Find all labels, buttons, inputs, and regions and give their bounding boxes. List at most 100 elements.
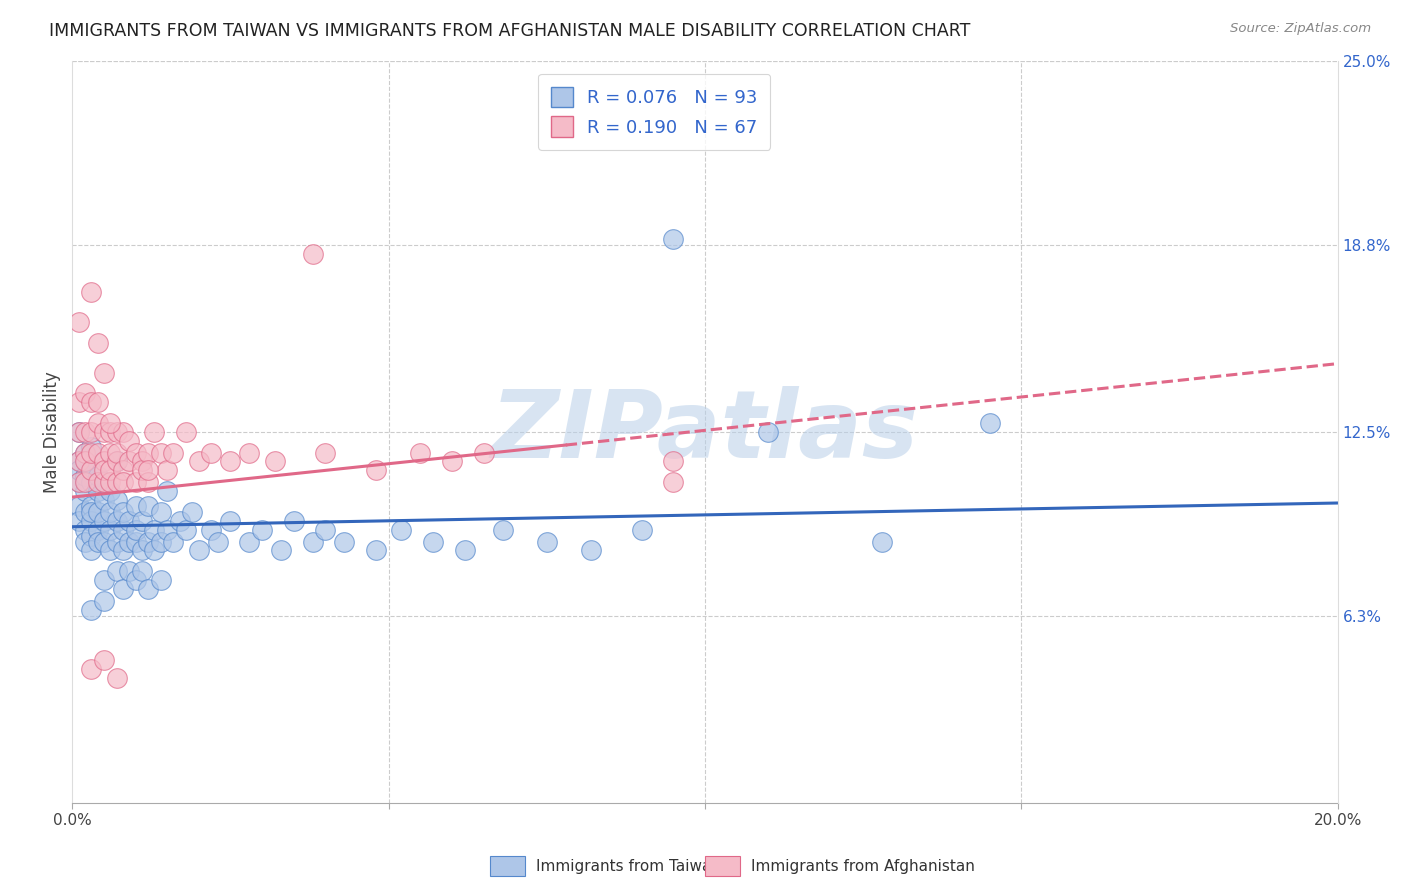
Point (156, 523, 179, 537)
Point (93, 475, 115, 490)
Point (73, 386, 96, 401)
Point (187, 454, 209, 468)
Text: IMMIGRANTS FROM TAIWAN VS IMMIGRANTS FROM AFGHANISTAN MALE DISABILITY CORRELATIO: IMMIGRANTS FROM TAIWAN VS IMMIGRANTS FRO… (49, 22, 970, 40)
Point (73, 534, 96, 549)
Point (67, 425, 90, 439)
Point (98, 543, 121, 558)
Point (73, 445, 96, 459)
Point (422, 534, 444, 549)
Point (111, 475, 134, 490)
Point (187, 543, 209, 558)
Point (67, 315, 90, 329)
Point (80, 662, 103, 676)
Point (67, 475, 90, 490)
Point (98, 463, 121, 477)
Point (238, 534, 260, 549)
Point (67, 395, 90, 409)
Point (93, 366, 115, 380)
Point (80, 285, 103, 300)
Point (136, 445, 159, 459)
Point (136, 499, 159, 513)
Point (491, 523, 513, 537)
Point (105, 425, 128, 439)
Point (73, 469, 96, 483)
Point (136, 534, 159, 549)
Point (136, 582, 159, 596)
Point (98, 475, 121, 490)
Point (263, 454, 285, 468)
Point (124, 523, 146, 537)
Point (105, 475, 128, 490)
Point (174, 523, 197, 537)
Point (73, 454, 96, 468)
Point (149, 445, 172, 459)
Point (111, 543, 134, 558)
Point (118, 534, 141, 549)
Point (200, 523, 222, 537)
Point (301, 247, 323, 261)
Point (80, 425, 103, 439)
Point (250, 523, 273, 537)
Point (111, 463, 134, 477)
Point (149, 534, 172, 549)
Point (131, 543, 153, 558)
Point (98, 416, 121, 430)
Point (80, 463, 103, 477)
Point (98, 425, 121, 439)
Point (156, 463, 179, 477)
Point (93, 653, 115, 667)
Point (314, 523, 336, 537)
Point (149, 505, 172, 519)
Point (73, 475, 96, 490)
Point (98, 523, 121, 537)
Point (67, 475, 90, 490)
Point (93, 454, 115, 468)
Point (80, 528, 103, 542)
Point (86, 475, 108, 490)
Point (174, 425, 197, 439)
Point (67, 514, 90, 528)
Point (80, 505, 103, 519)
Point (93, 425, 115, 439)
Point (124, 534, 146, 549)
Point (86, 523, 108, 537)
Point (200, 445, 222, 459)
Point (111, 582, 134, 596)
Point (536, 534, 558, 549)
Point (136, 475, 159, 490)
Point (143, 425, 166, 439)
Point (453, 543, 475, 558)
Point (219, 454, 242, 468)
Point (67, 454, 90, 468)
Point (80, 499, 103, 513)
Point (156, 484, 179, 499)
Point (131, 564, 153, 578)
Text: ZIPatlas: ZIPatlas (491, 386, 920, 478)
Point (73, 425, 96, 439)
Point (207, 534, 229, 549)
Point (80, 475, 103, 490)
Point (149, 573, 172, 587)
Point (756, 425, 779, 439)
Point (93, 534, 115, 549)
Point (80, 463, 103, 477)
Point (105, 454, 128, 468)
Point (169, 514, 191, 528)
Point (124, 573, 146, 587)
Point (86, 335, 108, 350)
Point (472, 445, 495, 459)
Point (86, 505, 108, 519)
Y-axis label: Male Disability: Male Disability (44, 371, 60, 492)
Point (105, 493, 128, 508)
Point (67, 463, 90, 477)
Point (118, 434, 141, 448)
Point (93, 463, 115, 477)
Point (73, 445, 96, 459)
Point (314, 445, 336, 459)
Point (301, 534, 323, 549)
Point (73, 523, 96, 537)
Point (162, 534, 184, 549)
Point (118, 514, 141, 528)
Point (86, 534, 108, 549)
Point (131, 514, 153, 528)
